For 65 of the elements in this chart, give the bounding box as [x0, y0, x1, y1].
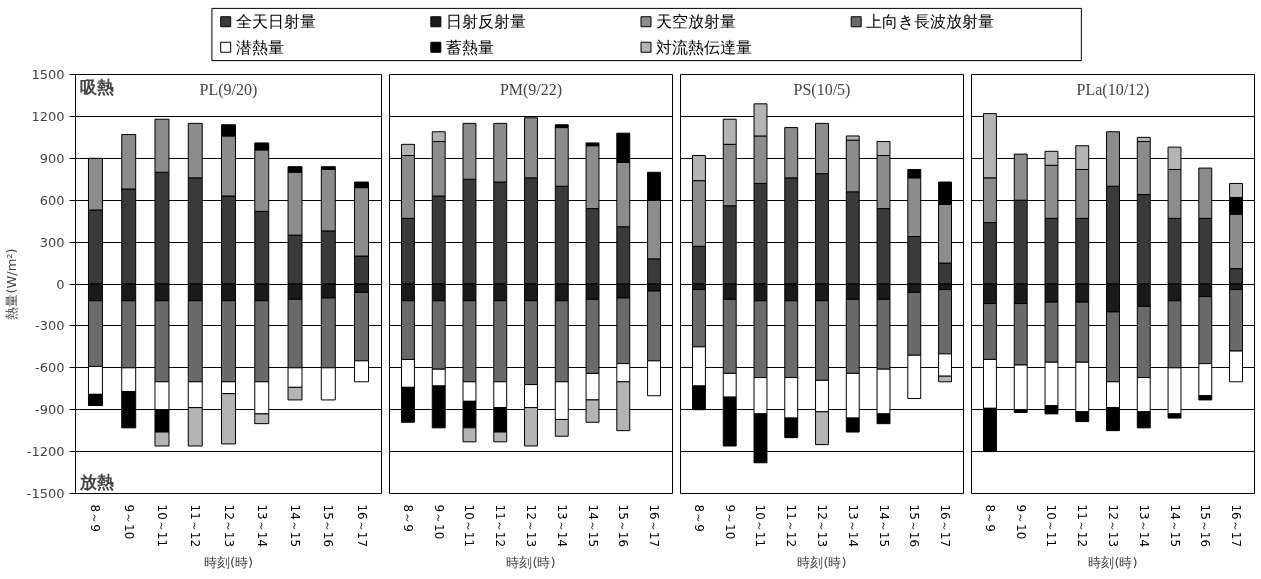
x-tick-label: 15～16	[321, 504, 336, 548]
annotation: 吸熱	[79, 76, 114, 97]
x-tick-label: 14～15	[585, 504, 600, 548]
legend-label: 天空放射量	[656, 12, 737, 32]
x-tick-label: 16～17	[647, 504, 662, 548]
chart-title: PL(9/20)	[199, 80, 258, 99]
y-tick-label: -600	[35, 360, 65, 376]
x-tick-label: 15～16	[616, 504, 631, 548]
x-tick-label: 16～17	[354, 504, 369, 548]
chart-title: PS(10/5)	[793, 80, 851, 99]
x-tick-label: 9～10	[431, 504, 446, 540]
x-tick-label: 16～17	[1229, 504, 1244, 548]
y-tick-label: 1500	[31, 67, 65, 82]
legend-label: 対流熱伝達量	[656, 37, 753, 57]
chart-title: PLa(10/12)	[1076, 80, 1150, 99]
x-tick-label: 15～16	[907, 504, 922, 548]
x-tick-label: 9～10	[722, 504, 737, 540]
y-tick-label: 900	[39, 150, 65, 166]
y-tick-label: -900	[35, 402, 65, 418]
x-tick-label: 13～14	[554, 504, 569, 548]
legend-label: 日射反射量	[445, 12, 526, 32]
y-tick-label: -1500	[26, 486, 65, 501]
y-tick-label: 1200	[31, 108, 65, 124]
x-tick-label: 13～14	[254, 504, 269, 548]
x-tick-label: 14～15	[1167, 504, 1182, 548]
y-tick-label: 0	[56, 276, 65, 292]
chart-title: PM(9/22)	[499, 80, 563, 99]
x-tick-label: 12～13	[1106, 504, 1120, 548]
annotation: 放熱	[78, 471, 114, 492]
x-tick-label: 15～16	[1198, 504, 1213, 548]
y-tick-label: 600	[39, 192, 65, 208]
x-tick-label: 8～9	[691, 504, 706, 532]
y-tick-label: -300	[35, 318, 65, 334]
x-tick-label: 13～14	[845, 504, 860, 548]
y-axis-title: 熱量(W/m²)	[3, 248, 19, 320]
y-tick-label: 300	[39, 234, 65, 250]
x-tick-label: 16～17	[938, 504, 953, 548]
x-tick-label: 14～15	[288, 504, 303, 548]
x-axis-title: 時刻(時)	[1088, 555, 1138, 571]
x-tick-label: 12～13	[221, 504, 236, 548]
x-tick-label: 8～9	[88, 504, 103, 532]
x-tick-label: 11～12	[493, 504, 508, 548]
x-tick-label: 14～15	[876, 504, 891, 548]
x-tick-label: 10～11	[154, 504, 169, 548]
x-tick-label: 10～11	[462, 504, 477, 548]
x-tick-label: 12～13	[524, 504, 538, 548]
x-tick-label: 12～13	[815, 504, 829, 548]
x-tick-label: 9～10	[1013, 504, 1028, 540]
x-tick-label: 13～14	[1136, 504, 1151, 548]
y-tick-label: -1200	[26, 444, 65, 460]
x-tick-label: 9～10	[121, 504, 136, 540]
x-tick-label: 11～12	[784, 504, 799, 548]
x-tick-label: 10～11	[1044, 504, 1059, 548]
x-axis-title: 時刻(時)	[203, 555, 254, 571]
x-tick-label: 10～11	[753, 504, 768, 548]
legend-label: 全天日射量	[235, 12, 316, 32]
x-tick-label: 8～9	[982, 504, 997, 532]
x-tick-label: 8～9	[400, 504, 415, 532]
x-axis-title: 時刻(時)	[797, 555, 847, 571]
x-tick-label: 11～12	[188, 504, 203, 548]
x-axis-title: 時刻(時)	[506, 555, 556, 571]
legend-label: 蓄熱量	[445, 37, 494, 57]
legend-label: 上向き長波放射量	[866, 12, 995, 32]
legend-label: 潜熱量	[235, 37, 284, 57]
x-tick-label: 11～12	[1075, 504, 1090, 548]
